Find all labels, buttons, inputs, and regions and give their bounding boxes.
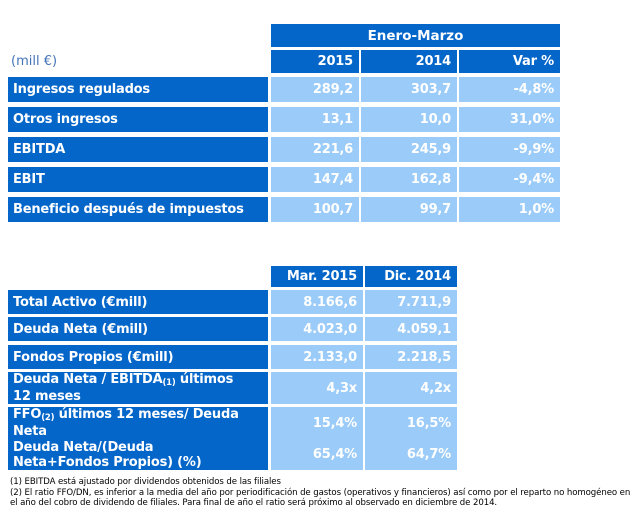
row-label-cell: EBIT	[8, 167, 268, 192]
table-row: Deuda Neta / EBITDA(1) últimos 12 meses 4…	[8, 372, 457, 404]
value-cell: 245,9	[361, 137, 457, 162]
value-cell: 31,0%	[459, 107, 560, 132]
table-row: EBIT 147,4 162,8 -9,4%	[8, 167, 560, 192]
column-header-2015: 2015	[271, 50, 359, 73]
value-cell: 147,4	[271, 167, 359, 192]
value-cell: 221,6	[271, 137, 359, 162]
row-label-cell: Ingresos regulados	[8, 77, 268, 102]
value-cell: 2.133,0	[271, 345, 363, 369]
column-header-var: Var %	[459, 50, 560, 73]
table-row: Fondos Propios (€mill) 2.133,0 2.218,5	[8, 345, 457, 369]
footnotes: (1) EBITDA está ajustado por dividendos …	[10, 477, 634, 509]
value-cell: 162,8	[361, 167, 457, 192]
unit-label: (mill €)	[11, 54, 58, 69]
value-cell: 64,7%	[365, 439, 457, 470]
row-label-text: Fondos Propios (€mill)	[13, 349, 174, 365]
value-cell: 2.218,5	[365, 345, 457, 369]
table-row: Deuda Neta (€mill) 4.023,0 4.059,1	[8, 317, 457, 341]
value-cell: 289,2	[271, 77, 359, 102]
row-label-cell: EBITDA	[8, 137, 268, 162]
label-segment: Deuda Neta / EBITDA	[13, 372, 163, 387]
value-cell: 100,7	[271, 197, 359, 222]
value-cell: 303,7	[361, 77, 457, 102]
label-segment: Deuda Neta (€mill)	[13, 321, 148, 337]
value-cell: -4,8%	[459, 77, 560, 102]
column-header-mar-2015: Mar. 2015	[271, 266, 363, 287]
balance-ratios-table: Mar. 2015 Dic. 2014 Total Activo (€mill)…	[8, 266, 457, 470]
value-cell: 10,0	[361, 107, 457, 132]
column-header-row: Mar. 2015 Dic. 2014	[8, 266, 457, 287]
value-cell: 8.166,6	[271, 290, 363, 314]
value-cell: 65,4%	[271, 439, 363, 470]
label-segment: últimos 12 meses/ Deuda Neta	[13, 407, 239, 439]
row-label-cell: Otros ingresos	[8, 107, 268, 132]
income-summary-table: Enero-Marzo (mill €) 2015 2014 Var % Ing…	[8, 24, 560, 222]
table-row: FFO(2) últimos 12 meses/ Deuda Neta 15,4%…	[8, 407, 457, 439]
row-label-cell: Total Activo (€mill)	[8, 290, 268, 314]
row-label-cell: Fondos Propios (€mill)	[8, 345, 268, 369]
row-label-text: Total Activo (€mill)	[13, 295, 147, 310]
row-label-text: Deuda Neta / EBITDA(1) últimos 12 meses	[13, 372, 233, 404]
value-cell: 4,3x	[271, 372, 363, 404]
value-cell: 4.023,0	[271, 317, 363, 341]
value-cell: 4,2x	[365, 372, 457, 404]
column-header-row: (mill €) 2015 2014 Var %	[8, 50, 560, 73]
value-cell: 4.059,1	[365, 317, 457, 341]
label-segment: Deuda Neta/(Deuda Neta+Fondos Propios) (…	[13, 439, 202, 470]
row-label-text: Deuda Neta/(Deuda Neta+Fondos Propios) (…	[13, 440, 202, 470]
row-label-cell: Deuda Neta/(Deuda Neta+Fondos Propios) (…	[8, 439, 268, 470]
row-label-cell: Deuda Neta / EBITDA(1) últimos 12 meses	[8, 372, 268, 404]
column-header-2014: 2014	[361, 50, 457, 73]
value-cell: 13,1	[271, 107, 359, 132]
row-label-cell: Deuda Neta (€mill)	[8, 317, 268, 341]
table-row: Total Activo (€mill) 8.166,6 7.711,9	[8, 290, 457, 314]
label-segment: últimos 12 meses	[13, 372, 234, 404]
value-cell: 16,5%	[365, 407, 457, 439]
column-header-dic-2014: Dic. 2014	[365, 266, 457, 287]
balance-ratios-rows: Total Activo (€mill) 8.166,6 7.711,9 Deuda …	[8, 290, 457, 470]
table-row: Otros ingresos 13,1 10,0 31,0%	[8, 107, 560, 132]
value-cell: -9,9%	[459, 137, 560, 162]
footnote-1: (1) EBITDA está ajustado por dividendos …	[10, 477, 281, 487]
period-header-row: Enero-Marzo	[8, 24, 560, 47]
value-cell: 15,4%	[271, 407, 363, 439]
label-segment: Total Activo (€mill)	[13, 294, 148, 310]
value-cell: 7.711,9	[365, 290, 457, 314]
row-label-text: Deuda Neta (€mill)	[13, 322, 148, 337]
income-summary-rows: Ingresos regulados 289,2 303,7 -4,8% Otros i…	[8, 77, 560, 222]
row-label-cell: Beneficio después de impuestos	[8, 197, 268, 222]
label-segment: Fondos Propios (€mill)	[13, 349, 174, 365]
label-segment: FFO	[13, 407, 42, 422]
row-label-text: FFO(2) últimos 12 meses/ Deuda Neta	[13, 407, 239, 439]
value-cell: -9,4%	[459, 167, 560, 192]
table-row: EBITDA 221,6 245,9 -9,9%	[8, 137, 560, 162]
table-row: Deuda Neta/(Deuda Neta+Fondos Propios) (…	[8, 439, 457, 470]
value-cell: 99,7	[361, 197, 457, 222]
value-cell: 1,0%	[459, 197, 560, 222]
table-row: Ingresos regulados 289,2 303,7 -4,8%	[8, 77, 560, 102]
footnote-ref: (1)	[162, 378, 176, 388]
table-row: Beneficio después de impuestos 100,7 99,7 1…	[8, 197, 560, 222]
period-header-cell: Enero-Marzo	[271, 24, 560, 47]
row-label-cell: FFO(2) últimos 12 meses/ Deuda Neta	[8, 407, 268, 439]
footnote-2: (2) El ratio FFO/DN, es inferior a la me…	[10, 487, 631, 509]
footnote-ref: (2)	[41, 413, 55, 423]
